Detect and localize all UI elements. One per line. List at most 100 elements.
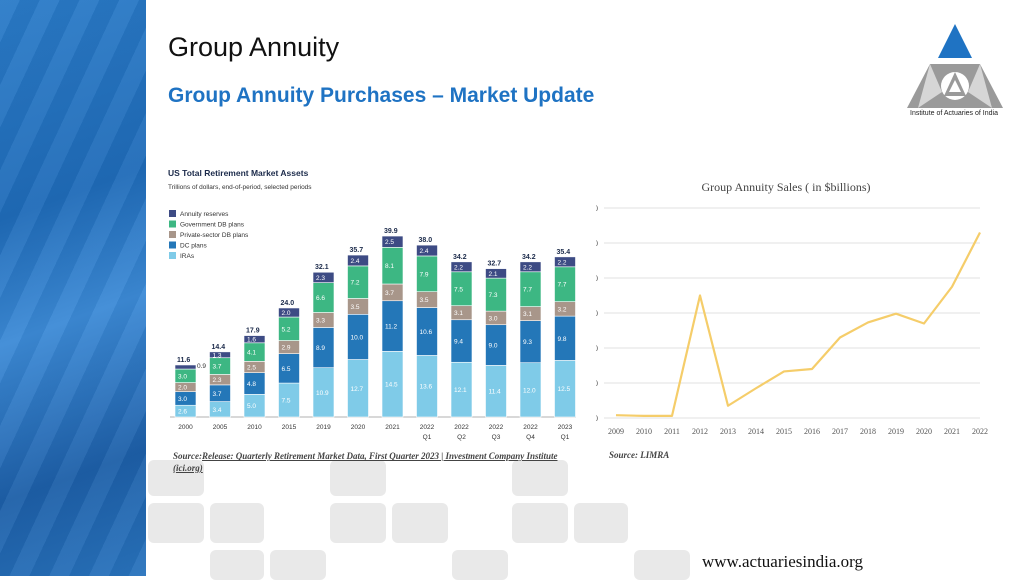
bar-segment: [175, 365, 196, 369]
bar-segment-label: 1.6: [247, 337, 256, 344]
x-tick-label: 2021: [944, 427, 960, 436]
y-tick-label: 50: [596, 239, 598, 248]
bar-total-label: 34.2: [522, 254, 536, 261]
footer-url[interactable]: www.actuariesindia.org: [702, 552, 863, 572]
x-tick-label: 2020: [351, 424, 366, 431]
y-tick-label: 30: [596, 309, 598, 318]
x-tick-label: 2022: [420, 424, 435, 431]
bar-segment-label: 3.1: [454, 310, 463, 317]
bar-segment-label: 4.8: [247, 381, 256, 388]
bar-segment-label: 3.0: [178, 373, 187, 380]
y-tick-label: 0: [596, 414, 598, 423]
bar-segment-label: 7.5: [282, 398, 291, 405]
bar-segment-label: 2.1: [489, 271, 498, 278]
bar-total-label: 39.9: [384, 228, 398, 235]
bar-segment-label: 3.7: [213, 391, 222, 398]
x-tick-label: 2020: [916, 427, 932, 436]
legend-label: Annuity reserves: [180, 211, 229, 218]
bar-segment-label: 7.2: [351, 280, 360, 287]
bar-segment-label: 8.9: [316, 345, 325, 352]
y-tick-label: 60: [596, 204, 598, 213]
bar-segment-label: 3.1: [523, 311, 532, 318]
bar-segment-label: 2.2: [454, 264, 463, 271]
bar-segment-label: 2.5: [385, 239, 394, 246]
x-tick-label: 2022: [454, 424, 469, 431]
bar-segment-label: 9.3: [523, 339, 532, 346]
legend-label: IRAs: [180, 253, 195, 260]
bar-segment-label: 2.3: [213, 377, 222, 384]
bar-total-label: 17.9: [246, 328, 260, 335]
bar-segment-label: 2.2: [523, 264, 532, 271]
bar-segment-label: 5.2: [282, 326, 291, 333]
bar-segment-label: 3.0: [489, 315, 498, 322]
bar-segment-label: 12.0: [523, 387, 536, 394]
x-tick-label: 2012: [692, 427, 708, 436]
logo-caption: Institute of Actuaries of India: [902, 110, 1006, 117]
bar-segment-label: 3.0: [178, 396, 187, 403]
bar-total-label: 38.0: [419, 237, 433, 244]
bar-segment-label: 7.9: [420, 271, 429, 278]
x-tick-label: 2000: [178, 424, 193, 431]
x-tick-label: Q2: [457, 434, 466, 441]
bar-segment-label: 7.7: [523, 287, 532, 294]
bar-total-label: 32.7: [488, 261, 502, 268]
bar-segment-label: 3.2: [558, 306, 567, 313]
legend-swatch: [169, 210, 176, 217]
bar-segment-label: 6.5: [282, 366, 291, 373]
bar-total-label: 32.1: [315, 264, 329, 271]
bar-segment-label: 2.4: [351, 258, 360, 265]
right-chart-title: Group Annuity Sales ( in $billions): [702, 180, 871, 194]
x-tick-label: 2015: [776, 427, 792, 436]
bar-segment-label: 2.4: [420, 248, 429, 255]
bar-segment-label: 12.5: [558, 386, 571, 393]
slide-subtitle: Group Annuity Purchases – Market Update: [168, 84, 594, 108]
bar-segment-label: 3.5: [351, 304, 360, 311]
bar-segment-label: 9.4: [454, 339, 463, 346]
x-tick-label: 2015: [282, 424, 297, 431]
bar-segment-label: 2.3: [316, 275, 325, 282]
x-tick-label: 2022: [972, 427, 988, 436]
x-tick-label: 2023: [558, 424, 573, 431]
bar-segment-label: 11.2: [385, 324, 398, 331]
x-tick-label: Q3: [492, 434, 501, 441]
bar-segment-label: 3.7: [213, 364, 222, 371]
bar-segment-label: 2.0: [178, 385, 187, 392]
background-tile: [330, 503, 386, 543]
x-tick-label: 2017: [832, 427, 848, 436]
bar-segment-label: 2.9: [282, 345, 291, 352]
bar-segment-label: 1.3: [213, 352, 222, 359]
bar-segment-label: 13.6: [420, 384, 433, 391]
bar-total-label: 34.2: [453, 254, 467, 261]
y-tick-label: 20: [596, 344, 598, 353]
source-prefix: Source:: [173, 451, 202, 461]
x-tick-label: 2019: [888, 427, 904, 436]
source-link[interactable]: Release: Quarterly Retirement Market Dat…: [173, 451, 558, 473]
bar-segment-label: 4.1: [247, 350, 256, 357]
x-tick-label: 2013: [720, 427, 736, 436]
legend-swatch: [169, 221, 176, 228]
bar-segment-label: 3.4: [213, 407, 222, 414]
bar-segment-label: 7.7: [558, 282, 567, 289]
legend-swatch: [169, 252, 176, 259]
bar-segment-label: 0.9: [197, 363, 206, 370]
legend-label: Government DB plans: [180, 222, 245, 229]
x-tick-label: 2010: [636, 427, 652, 436]
x-tick-label: 2014: [748, 427, 764, 436]
bar-total-label: 11.6: [177, 357, 190, 364]
bar-total-label: 14.4: [212, 344, 226, 351]
x-tick-label: 2009: [608, 427, 624, 436]
legend-swatch: [169, 231, 176, 238]
bar-segment-label: 14.5: [385, 382, 398, 389]
left-chart-title: US Total Retirement Market Assets: [168, 168, 309, 178]
left-chart-bars: 2.63.02.03.00.911.620003.43.72.33.71.314…: [170, 228, 576, 441]
x-tick-label: 2011: [664, 427, 680, 436]
retirement-assets-chart: US Total Retirement Market Assets Trilli…: [164, 162, 580, 448]
bar-segment-label: 6.6: [316, 295, 325, 302]
x-tick-label: Q1: [561, 434, 570, 441]
bar-segment-label: 8.1: [385, 263, 394, 270]
bar-total-label: 35.4: [557, 249, 571, 256]
x-tick-label: 2005: [213, 424, 228, 431]
bar-segment-label: 11.4: [489, 389, 502, 396]
x-tick-label: Q4: [526, 434, 535, 441]
